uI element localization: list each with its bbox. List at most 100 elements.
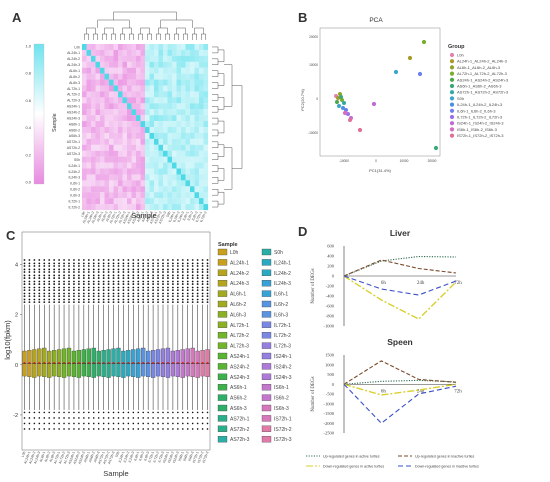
heatmap-cell: [185, 73, 191, 80]
heatmap-cell: [131, 162, 137, 169]
boxplot-outlier: [147, 422, 149, 425]
boxplot-outlier: [48, 295, 51, 298]
heatmap-cell: [136, 150, 141, 157]
boxplot-legend-swatch: [261, 425, 272, 432]
heatmap-cell: [127, 67, 132, 74]
heatmap-cell: [172, 138, 177, 145]
boxplot-outlier: [181, 277, 184, 279]
heatmap-cell: [82, 44, 87, 51]
heatmap-cell: [145, 144, 150, 151]
boxplot-outlier: [68, 289, 70, 292]
heatmap-cell: [113, 180, 119, 187]
boxplot-xtick-label: AL72h-3: [63, 451, 71, 465]
boxplot-outlier: [127, 271, 130, 273]
heatmap-cell: [104, 49, 110, 56]
boxplot-legend-swatch: [217, 259, 228, 266]
dendrogram-branch: [122, 27, 132, 34]
boxplot-outlier: [157, 428, 159, 430]
heatmap-cell: [113, 162, 119, 169]
boxplot-outlier: [53, 295, 56, 298]
boxplot-xtick-label: S0h: [115, 451, 121, 458]
boxplot-outlier: [147, 286, 150, 289]
heatmap-cell: [113, 127, 119, 134]
heatmap-cell: [131, 97, 137, 104]
heatmap-cell: [149, 162, 155, 169]
heatmap-cell: [127, 180, 132, 187]
heatmap-cell: [136, 132, 141, 139]
dendrogram-branch: [218, 97, 225, 110]
heatmap-cell: [104, 44, 110, 51]
heatmap-cell: [91, 85, 96, 92]
heatmap-cell: [163, 127, 168, 134]
heatmap-cell: [145, 132, 150, 139]
boxplot-mean-marker: [132, 361, 135, 364]
heatmap-cell: [158, 79, 164, 86]
heatmap-cell: [176, 180, 182, 187]
boxplot-outlier: [162, 265, 164, 267]
boxplot-outlier: [132, 286, 135, 289]
heatmap-cell: [100, 103, 105, 110]
heatmap-cell: [82, 132, 87, 139]
heatmap-cell: [154, 85, 159, 92]
line-ytick-label: -500: [326, 392, 335, 397]
heatmap-cell: [127, 186, 132, 193]
heatmap-cell: [140, 97, 146, 104]
boxplot-legend-label: AS72h-1: [230, 416, 250, 422]
line-ytick-label: 0: [332, 382, 335, 387]
pca-point: [393, 69, 399, 75]
boxplot-outlier: [77, 298, 80, 301]
heatmap-cell: [127, 204, 132, 211]
heatmap-cell: [149, 204, 155, 211]
heatmap-cell: [127, 121, 132, 128]
pca-ytick-label: -10000: [308, 131, 318, 135]
boxplot-outlier: [157, 292, 159, 295]
boxplot-outlier: [102, 289, 105, 292]
boxplot-outlier: [92, 417, 95, 419]
heatmap-cell: [118, 127, 123, 134]
boxplot-legend-label: IL72h-3: [274, 344, 291, 350]
boxplot-outlier: [97, 274, 100, 277]
heatmap-cell: [185, 174, 191, 181]
heatmap-cell: [154, 103, 159, 110]
boxplot-outlier: [196, 271, 199, 273]
heatmap-col-label: IL72h-1: [195, 211, 204, 223]
boxplot-outlier: [38, 268, 41, 271]
boxplot-xtick-label: AL72h-1: [53, 451, 61, 465]
boxplot-outlier: [43, 422, 46, 425]
boxplot-xtick-label: IL6h-2: [138, 451, 145, 462]
heatmap-col-label: AL6h-2: [100, 211, 108, 223]
pca-ytick-label: 10000: [309, 63, 318, 67]
heatmap-cell: [176, 91, 182, 98]
boxplot-outlier: [127, 292, 130, 295]
boxplot-outlier: [122, 289, 125, 292]
boxplot-outlier: [157, 283, 159, 285]
boxplot-legend-swatch: [261, 269, 272, 276]
heatmap-cell: [190, 162, 195, 169]
dendrogram-branch: [176, 27, 186, 34]
boxplot-outlier: [201, 298, 204, 301]
heatmap-row-label: AL72h-3: [67, 99, 80, 103]
heatmap-cell: [100, 156, 105, 163]
boxplot-outlier: [142, 274, 145, 277]
heatmap-col-label: AS72h-2: [153, 211, 162, 225]
boxplot-outlier: [117, 295, 120, 298]
boxplot-outlier: [53, 283, 56, 285]
heatmap-cell: [104, 97, 110, 104]
heatmap-cell: [149, 49, 155, 56]
boxplot-outlier: [147, 277, 150, 279]
boxplot-legend-label: IS24h-3: [274, 375, 292, 381]
boxplot-xtick-label: IL24h-2: [123, 451, 131, 463]
boxplot-outlier: [63, 277, 65, 279]
heatmap-cell: [172, 49, 177, 56]
boxplot-outlier: [142, 295, 145, 298]
heatmap-cell: [140, 49, 146, 56]
heatmap-col-label: AL72h-1: [109, 211, 118, 224]
pca-legend-marker: [449, 127, 455, 132]
boxplot-outlier: [147, 292, 150, 295]
boxplot-outlier: [48, 262, 51, 265]
boxplot-outlier: [171, 262, 174, 265]
boxplot-outlier: [171, 295, 174, 298]
heatmap-cell: [181, 115, 186, 122]
heatmap-cell: [86, 91, 92, 98]
boxplot-outlier: [48, 277, 51, 279]
